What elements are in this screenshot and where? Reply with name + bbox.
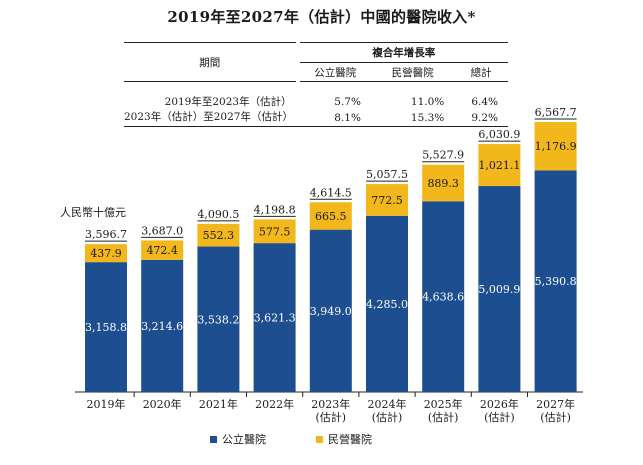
data-label-private: 665.5	[315, 210, 347, 223]
x-tick-label: 2027年	[536, 397, 575, 411]
legend-item-private: 民營醫院	[316, 431, 372, 447]
legend-label-private: 民營醫院	[328, 433, 372, 446]
data-label-private: 437.9	[90, 247, 122, 260]
cagr-group-header: 複合年增長率	[295, 42, 508, 63]
period-header: 期間	[124, 42, 298, 82]
bar-public	[85, 262, 127, 392]
x-tick-label: (估計)	[372, 410, 403, 424]
data-label-public: 4,638.6	[422, 291, 464, 304]
x-tick-label: 2020年	[143, 397, 182, 411]
data-label-private: 472.4	[146, 244, 178, 257]
legend-label-public: 公立醫院	[222, 433, 266, 446]
x-tick-label: (估計)	[428, 410, 459, 424]
bar-public	[197, 246, 240, 392]
data-label-private: 1,021.1	[478, 159, 520, 172]
bar-private	[253, 219, 296, 244]
data-label-private: 552.3	[203, 229, 235, 242]
total-label: 5,527.9	[422, 149, 464, 162]
total-label: 6,567.7	[535, 106, 577, 119]
bar-private	[309, 202, 352, 230]
bar-public	[366, 215, 408, 392]
data-label-public: 5,009.9	[478, 283, 520, 296]
bar-private	[534, 122, 577, 171]
bar-private	[422, 164, 465, 202]
total-label: 4,090.5	[197, 208, 239, 221]
data-label-public: 3,949.0	[310, 305, 352, 318]
cagr-row: 2019年至2023年（估計） 5.7% 11.0% 6.4%	[124, 94, 508, 109]
bar-private	[478, 144, 521, 187]
bar-public	[253, 243, 296, 392]
data-label-public: 3,621.3	[254, 312, 296, 325]
x-tick-label: 2021年	[199, 397, 238, 411]
legend-item-public: 公立醫院	[210, 431, 266, 447]
cagr-cell: 8.1%	[297, 109, 371, 127]
total-label: 4,614.5	[310, 186, 352, 199]
data-label-public: 5,390.8	[535, 275, 577, 288]
bar-private	[197, 223, 240, 247]
data-label-public: 3,214.6	[141, 320, 183, 333]
cagr-cell: 15.3%	[370, 109, 455, 127]
total-label: 6,030.9	[478, 128, 520, 141]
cagr-cell: 11.0%	[410, 95, 445, 108]
legend-swatch-public	[210, 435, 217, 443]
cagr-col-total: 總計	[470, 66, 492, 79]
x-tick-label: 2026年	[480, 397, 519, 411]
cagr-cell: 5.7%	[334, 95, 361, 108]
total-label: 5,057.5	[366, 168, 408, 181]
data-label-public: 3,538.2	[197, 313, 239, 326]
cagr-cell: 9.2%	[454, 109, 508, 127]
x-tick-label: 2023年	[311, 397, 350, 411]
y-axis-label: 人民幣十億元	[60, 205, 126, 219]
data-label-private: 1,176.9	[535, 140, 577, 153]
legend-swatch-private	[316, 435, 323, 443]
chart-title: 2019年至2027年（估計）中國的醫院收入*	[167, 8, 476, 26]
x-tick-label: (估計)	[540, 410, 571, 424]
total-label: 3,687.0	[141, 224, 183, 237]
x-tick-label: (估計)	[316, 410, 347, 424]
bar-public	[141, 259, 184, 392]
data-label-private: 889.3	[427, 177, 459, 190]
cagr-table: 期間 複合年增長率 公立醫院 民營醫院 總計 2019年至2023年（估計） 5…	[124, 42, 508, 127]
data-label-public: 3,158.8	[85, 321, 127, 334]
bar-public	[534, 170, 577, 392]
data-label-private: 577.5	[259, 225, 291, 238]
cagr-col-public: 公立醫院	[295, 62, 371, 82]
cagr-row-period: 2019年至2023年（估計）	[164, 96, 292, 108]
data-label-private: 772.5	[371, 194, 403, 207]
bar-public	[478, 186, 521, 392]
bar-private	[141, 240, 184, 260]
bar-private	[366, 184, 408, 216]
total-label: 3,596.7	[85, 228, 127, 241]
x-tick-label: 2022年	[255, 397, 294, 411]
cagr-col-private: 民營醫院	[391, 66, 434, 79]
cagr-row-period: 2023年（估計）至2027年（估計）	[124, 109, 298, 127]
bar-public	[422, 201, 465, 392]
x-tick-label: 2024年	[368, 397, 407, 411]
total-label: 4,198.8	[254, 203, 296, 216]
x-tick-label: (估計)	[484, 410, 515, 424]
cagr-row: 2023年（估計）至2027年（估計） 8.1% 15.3% 9.2%	[124, 109, 508, 127]
x-tick-label: 2019年	[87, 397, 126, 411]
x-tick-label: 2025年	[424, 397, 463, 411]
cagr-cell: 6.4%	[471, 95, 498, 108]
bar-public	[309, 229, 352, 392]
bar-private	[85, 244, 127, 263]
data-label-public: 4,285.0	[366, 298, 408, 311]
